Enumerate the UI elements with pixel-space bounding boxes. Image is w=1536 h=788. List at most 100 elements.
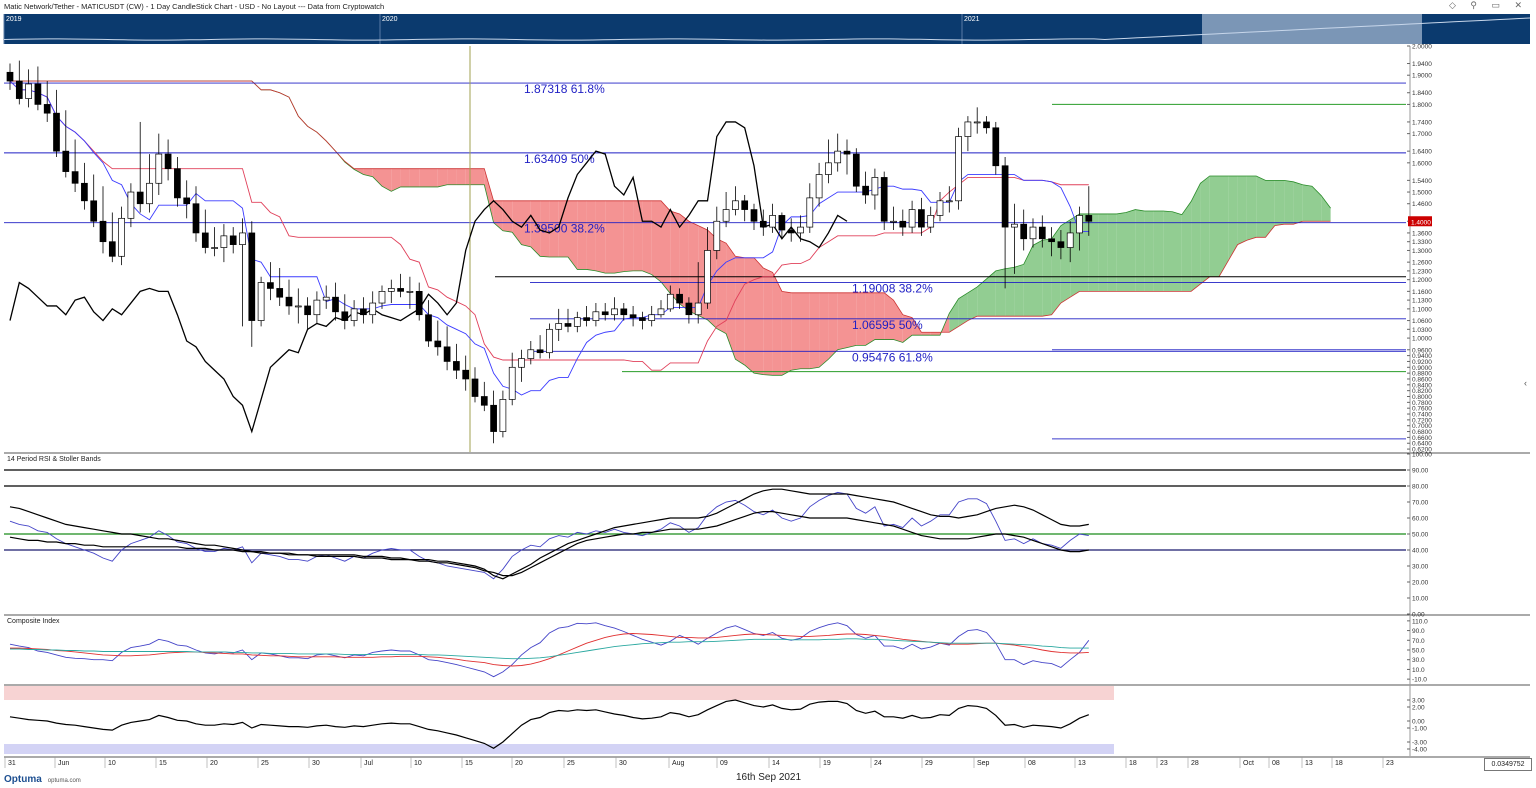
brand-name: Optuma	[4, 774, 42, 785]
composite-series-line	[10, 633, 1089, 667]
candle-body	[164, 153, 172, 170]
x-axis-label: 09	[720, 760, 728, 767]
collapse-arrow-icon[interactable]: ‹	[1524, 378, 1527, 388]
candle-body	[741, 200, 749, 210]
composite-title: Composite Index	[7, 618, 60, 625]
kumo-bear-segment	[614, 200, 624, 274]
x-axis-label: 10	[414, 760, 422, 767]
candle-body	[443, 346, 451, 362]
candle-body	[257, 282, 265, 321]
candle-body	[1029, 226, 1037, 240]
brand-url: optuma.com	[47, 778, 81, 784]
kumo-bull-segment	[1265, 180, 1275, 238]
candle-body	[6, 71, 14, 82]
kumo-bull-segment	[1172, 211, 1182, 292]
candle-body	[973, 121, 981, 124]
kumo-bear-segment	[568, 200, 578, 270]
candle-body	[825, 162, 832, 175]
x-axis-label: 31	[8, 760, 16, 767]
candle-body	[294, 305, 302, 308]
x-axis-label: 25	[567, 760, 575, 767]
kumo-bull-segment	[1098, 213, 1108, 292]
price-axis-label: 1.0000	[1412, 336, 1432, 343]
x-axis-label: Sep	[977, 760, 990, 767]
price-axis-label: 1.3600	[1412, 230, 1432, 237]
candle-body	[852, 153, 860, 187]
senkou-span-b	[10, 80, 1331, 333]
kumo-bull-segment	[1191, 183, 1201, 292]
kumo-bull-segment	[958, 292, 968, 327]
x-axis-label: 28	[1191, 760, 1199, 767]
candle-body	[434, 340, 442, 348]
candle-body	[99, 220, 107, 243]
kumo-bear-segment	[447, 168, 457, 185]
candle-body	[397, 288, 404, 292]
chikou-span-line	[9, 121, 848, 434]
window-controls[interactable]: ◇ ⚲ ▭ ✕	[1448, 0, 1528, 10]
rsi-axis-label: 0.00	[1412, 612, 1425, 619]
candle-body	[1085, 215, 1093, 222]
kumo-bull-segment	[1033, 240, 1043, 317]
kumo-bear-segment	[372, 168, 382, 187]
candle-body	[43, 104, 51, 114]
kumo-bear-segment	[484, 168, 494, 223]
kumo-bear-segment	[754, 257, 764, 375]
kumo-bear-segment	[847, 292, 857, 348]
x-axis-label: 08	[1272, 760, 1280, 767]
price-axis-label: 0.7800	[1412, 400, 1432, 407]
current-price-tag	[1408, 216, 1432, 227]
kumo-bear-segment	[679, 213, 689, 312]
composite-axis-label: 110.0	[1412, 618, 1428, 625]
kumo-bull-segment	[1135, 209, 1145, 292]
candle-body	[806, 197, 814, 228]
candle-body	[918, 209, 925, 228]
kumo-bear-segment	[382, 168, 392, 192]
price-axis-label: 1.7000	[1412, 131, 1432, 138]
x-axis-label: 10	[108, 760, 116, 767]
kumo-bear-segment	[400, 168, 410, 187]
candle-body	[880, 177, 888, 222]
kumo-bear-segment	[595, 200, 606, 274]
candle-body	[834, 150, 842, 164]
kumo-bear-segment	[391, 168, 401, 192]
candle-body	[936, 200, 944, 216]
fib-level-label: 1.39500 38.2%	[524, 222, 605, 236]
candle-body	[201, 232, 209, 248]
kumo-bull-segment	[1228, 175, 1238, 261]
kumo-bull-segment	[1023, 245, 1033, 317]
kumo-bear-segment	[828, 292, 838, 360]
candle-body	[490, 404, 497, 432]
kumo-bull-segment	[1163, 211, 1173, 292]
candle-body	[127, 191, 135, 219]
x-axis-label: 20	[515, 760, 523, 767]
price-axis-label: 0.9200	[1412, 359, 1432, 366]
x-axis-label: 23	[1386, 760, 1394, 767]
kumo-bear-segment	[651, 200, 661, 282]
fib-level-label: 1.63409 50%	[524, 152, 595, 166]
x-axis-label: 18	[1335, 760, 1343, 767]
kumo-bear-segment	[605, 200, 615, 274]
kumo-bear-segment	[763, 267, 773, 376]
x-axis-label: 15	[159, 760, 167, 767]
optex-axis-label: 0.00	[1412, 719, 1425, 726]
rsi-axis-label: 10.00	[1412, 596, 1429, 603]
candle-body	[573, 317, 581, 327]
kumo-bear-segment	[716, 238, 727, 334]
price-axis-label: 0.8000	[1412, 394, 1432, 401]
candle-body	[964, 121, 972, 137]
price-axis-label: 0.8400	[1412, 382, 1432, 389]
kumo-bull-segment	[1005, 267, 1015, 317]
rsi-axis-label: 40.00	[1412, 548, 1429, 555]
candle-body	[378, 291, 386, 304]
candle-body	[155, 153, 163, 184]
candle-body	[666, 293, 674, 310]
composite-series-line	[10, 638, 1089, 660]
candle-body	[676, 293, 683, 304]
candle-body	[750, 209, 758, 222]
price-axis-label: 1.3300	[1412, 239, 1432, 246]
candle-body	[648, 314, 656, 321]
kumo-bear-segment	[661, 200, 671, 294]
candle-body	[174, 168, 181, 199]
candle-body	[583, 317, 590, 321]
